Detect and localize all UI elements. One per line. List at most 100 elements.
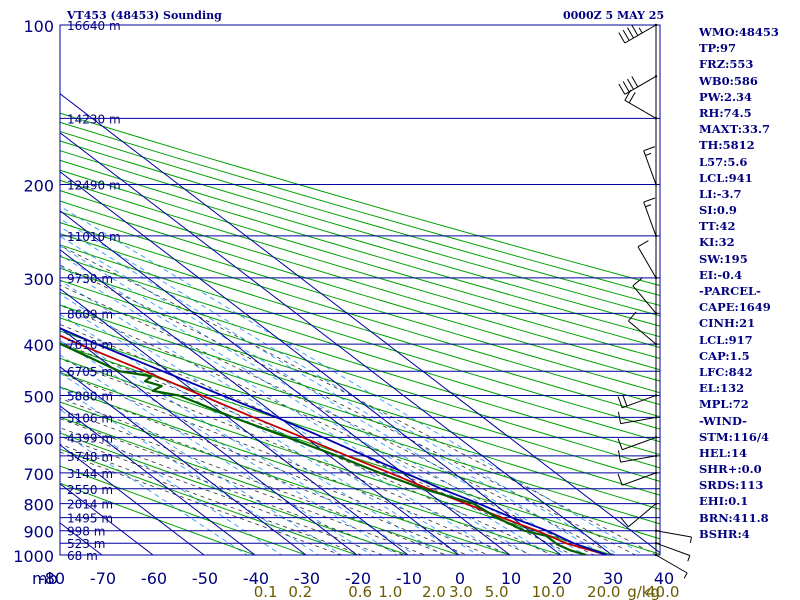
dry-adiabat bbox=[60, 465, 308, 555]
temperature-tick-label: -40 bbox=[243, 569, 269, 588]
wind-barb-point bbox=[654, 23, 658, 27]
wind-barb-flag bbox=[622, 29, 630, 41]
mixing-ratio-line bbox=[60, 354, 373, 555]
height-label: 4399 m bbox=[67, 431, 113, 445]
wind-barb bbox=[618, 23, 658, 44]
mixing-ratio-label: 0.1 bbox=[254, 583, 278, 600]
height-label: 2550 m bbox=[67, 483, 113, 497]
wind-barb-flag bbox=[617, 450, 622, 463]
stat-item: EHI:0.1 bbox=[699, 494, 749, 509]
mixing-ratio-label: 10.0 bbox=[532, 583, 565, 600]
temperature-tick-label: -70 bbox=[90, 569, 116, 588]
pressure-axis-label: mb bbox=[32, 569, 58, 588]
dry-adiabat bbox=[60, 159, 660, 338]
dry-adiabat bbox=[60, 344, 660, 540]
temperature-tick-label: -20 bbox=[345, 569, 371, 588]
dry-adiabat bbox=[60, 200, 660, 382]
wind-barb-half bbox=[645, 204, 652, 208]
stat-item: BRN:411.8 bbox=[699, 510, 769, 525]
mixing-ratio-label: 2.0 bbox=[422, 583, 446, 600]
temperature-tick-label: 30 bbox=[603, 569, 623, 588]
wind-barb-point bbox=[654, 502, 658, 505]
mixing-ratio-line bbox=[60, 205, 645, 555]
isobar-lines bbox=[59, 24, 661, 556]
mixing-ratio-line bbox=[60, 254, 552, 555]
wind-barb-point bbox=[654, 529, 658, 532]
stat-item: CAP:1.5 bbox=[699, 348, 750, 363]
height-label: 14230 m bbox=[67, 112, 121, 126]
mixing-ratio-label: 0.2 bbox=[288, 583, 312, 600]
wind-barb-staff bbox=[624, 99, 657, 119]
stat-item: LCL:917 bbox=[699, 332, 753, 347]
mixing-ratio-label: 3.0 bbox=[449, 583, 473, 600]
isotherm bbox=[60, 171, 562, 555]
wind-barb-point bbox=[654, 276, 658, 280]
wind-barb bbox=[643, 146, 658, 186]
stat-item: -PARCEL- bbox=[699, 284, 761, 298]
mixing-ratio-line bbox=[60, 265, 531, 555]
dry-adiabat bbox=[60, 291, 660, 482]
pressure-tick-label: 400 bbox=[23, 336, 54, 355]
mixing-ratio-label: 1.0 bbox=[378, 583, 402, 600]
stat-item: MPL:72 bbox=[699, 397, 749, 412]
wind-barb-point bbox=[654, 416, 658, 419]
wind-barb bbox=[617, 471, 658, 486]
dry-adiabat bbox=[60, 482, 257, 555]
wind-barb bbox=[624, 89, 658, 120]
pressure-tick-label: 200 bbox=[23, 177, 54, 196]
height-label: 5880 m bbox=[67, 389, 113, 403]
stat-item: WMO:48453 bbox=[699, 25, 779, 39]
temperature-tick-label: -30 bbox=[294, 569, 320, 588]
wind-barb-flag bbox=[617, 396, 623, 408]
dry-adiabat bbox=[60, 401, 512, 555]
wind-barb-staff bbox=[643, 150, 657, 185]
wind-barb-flag bbox=[637, 240, 649, 248]
height-label: 9730 m bbox=[67, 272, 113, 286]
wind-barb bbox=[617, 411, 658, 425]
wind-barb-staff bbox=[624, 75, 657, 95]
dry-adiabat bbox=[60, 233, 660, 418]
observation-time: 0000Z 5 MAY 25 bbox=[563, 9, 665, 22]
mixing-ratio-label: 0.6 bbox=[348, 583, 372, 600]
mixing-ratio-label: 20.0 bbox=[587, 583, 620, 600]
stat-item: SRDS:113 bbox=[699, 478, 764, 493]
wind-barb bbox=[654, 553, 688, 579]
mixing-ratio-line bbox=[60, 313, 444, 555]
isotherm-lines bbox=[60, 93, 660, 555]
wind-barb-half bbox=[689, 536, 692, 543]
isotherm bbox=[60, 405, 256, 555]
dry-adiabat bbox=[60, 279, 660, 469]
stat-item: TH:5812 bbox=[699, 138, 755, 153]
wind-barb-point bbox=[654, 183, 658, 186]
temperature-line bbox=[60, 334, 608, 555]
isotherm bbox=[60, 210, 511, 555]
wind-barb bbox=[617, 450, 658, 463]
wind-barb-flag bbox=[617, 411, 622, 424]
stat-item: CAPE:1649 bbox=[699, 300, 771, 315]
wind-barb bbox=[632, 277, 658, 315]
stat-item: SHR+:0.0 bbox=[699, 462, 762, 477]
stat-item: KI:32 bbox=[699, 235, 735, 250]
wind-barb-staff bbox=[622, 394, 657, 409]
stat-item: CINH:21 bbox=[699, 316, 756, 331]
pressure-tick-label: 500 bbox=[23, 387, 54, 406]
mixing-ratio-line bbox=[60, 430, 248, 555]
pressure-tick-label: 700 bbox=[23, 465, 54, 484]
wind-barb-flag bbox=[631, 76, 639, 88]
wind-barb-point bbox=[654, 234, 658, 238]
wind-barb-flag bbox=[632, 277, 643, 287]
stat-item: MAXT:33.7 bbox=[699, 122, 770, 137]
wind-barb-column bbox=[617, 23, 692, 579]
wind-barb-flag bbox=[618, 32, 626, 44]
wind-barb-point bbox=[654, 436, 658, 439]
wind-barb bbox=[618, 75, 658, 95]
height-label: 68 m bbox=[67, 549, 98, 563]
moist-adiabat bbox=[60, 451, 343, 555]
temperature-tick-label: -60 bbox=[141, 569, 167, 588]
wind-barb-half bbox=[645, 152, 652, 156]
pressure-tick-label: 300 bbox=[23, 270, 54, 289]
dry-adiabat bbox=[60, 448, 359, 555]
mixing-ratio-line bbox=[60, 372, 343, 555]
pressure-tick-label: 1000 bbox=[13, 547, 54, 566]
